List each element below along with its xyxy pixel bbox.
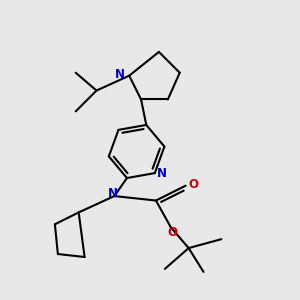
Text: O: O bbox=[188, 178, 198, 191]
Text: O: O bbox=[167, 226, 177, 239]
Text: N: N bbox=[115, 68, 125, 81]
Text: N: N bbox=[108, 187, 118, 200]
Text: N: N bbox=[157, 167, 167, 180]
